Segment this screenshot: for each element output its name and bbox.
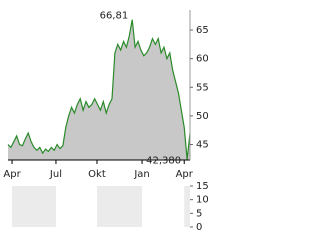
volume-tick-label: 0 [196,222,202,232]
volume-tick-label: 10 [196,195,209,206]
volume-band [96,186,143,227]
y-tick-label: 55 [196,82,209,93]
volume-band [184,186,190,227]
y-tick-label: 60 [196,54,209,65]
x-tick-label: Apr [3,169,21,180]
volume-tick-label: 15 [196,181,209,192]
x-tick-label: Jan [133,169,149,180]
annotation: 66,81 [100,11,129,22]
y-tick-label: 45 [196,140,209,151]
area [8,19,190,161]
y-tick-label: 65 [196,25,209,36]
line [7,19,191,160]
x-tick-label: Jul [49,169,62,180]
x-tick-label: Apr [176,169,194,180]
annotation: 42,380 [146,156,181,167]
volume-band [12,186,56,227]
volume-tick-label: 5 [196,208,202,219]
y-tick-label: 50 [196,111,209,122]
x-tick-label: Okt [88,169,106,180]
